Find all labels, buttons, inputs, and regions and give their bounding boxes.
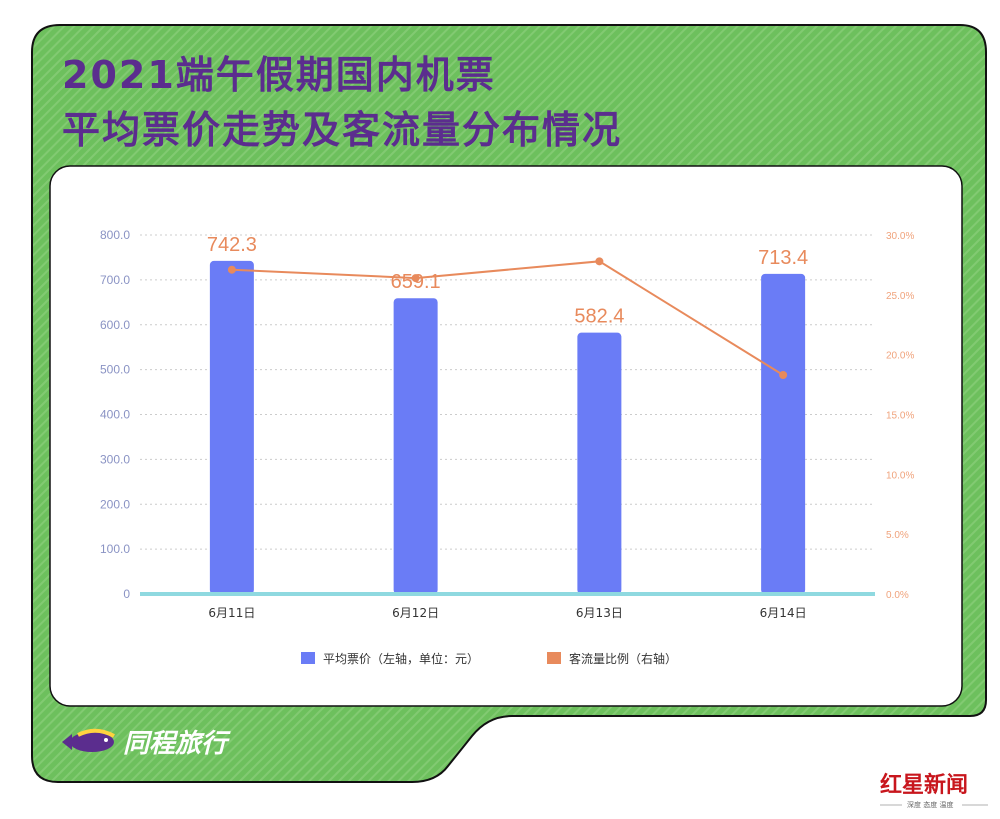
- chart-title-line2: 平均票价走势及客流量分布情况: [62, 108, 622, 152]
- legend: 平均票价（左轴，单位：元） 客流量比例（右轴）: [301, 651, 677, 666]
- left-axis-tick-label: 600.0: [100, 318, 130, 332]
- x-axis-tick-label: 6月14日: [760, 606, 807, 620]
- line-point: [595, 257, 604, 266]
- line-point: [411, 274, 420, 283]
- x-axis-tick-label: 6月12日: [392, 606, 439, 620]
- left-axis-tick-label: 0: [123, 587, 130, 601]
- bar: [393, 298, 438, 594]
- bar: [209, 260, 254, 594]
- left-axis-tick-label: 500.0: [100, 363, 130, 377]
- left-axis-tick-label: 700.0: [100, 273, 130, 287]
- right-axis-tick-label: 15.0%: [886, 411, 914, 422]
- left-axis-tick-label: 200.0: [100, 497, 130, 511]
- legend-swatch-line: [547, 652, 561, 664]
- fish-logo-icon: [62, 728, 115, 752]
- source-tagline: 深度 态度 温度: [907, 800, 953, 809]
- left-axis-tick-label: 100.0: [100, 542, 130, 556]
- line-point: [227, 265, 236, 274]
- line-series: [231, 260, 784, 376]
- legend-label-line: 客流量比例（右轴）: [569, 651, 677, 666]
- left-axis-tick-label: 300.0: [100, 452, 130, 466]
- legend-swatch-bar: [301, 652, 315, 664]
- brand-logo: 同程旅行: [62, 728, 231, 759]
- legend-label-bar: 平均票价（左轴，单位：元）: [323, 651, 479, 666]
- bar-value-label: 713.4: [758, 247, 808, 269]
- line-point: [779, 371, 788, 380]
- bar-value-label: 659.1: [391, 271, 441, 293]
- right-axis-tick-label: 0.0%: [886, 590, 909, 601]
- bar: [761, 273, 806, 594]
- right-axis-tick-label: 30.0%: [886, 231, 914, 242]
- x-axis-tick-label: 6月11日: [208, 606, 255, 620]
- bar-value-label: 582.4: [574, 306, 624, 328]
- chart-title-line1: 2021端午假期国内机票: [62, 53, 496, 97]
- right-axis-tick-label: 25.0%: [886, 291, 914, 302]
- x-axis-tick-label: 6月13日: [576, 606, 623, 620]
- right-axis-tick-label: 20.0%: [886, 351, 914, 362]
- right-axis-tick-label: 5.0%: [886, 530, 909, 541]
- bar: [577, 332, 622, 594]
- source-name: 红星新闻: [880, 772, 968, 798]
- right-axis-tick-label: 10.0%: [886, 470, 914, 481]
- chart-panel: [49, 165, 963, 707]
- bar-value-label: 742.3: [207, 234, 257, 256]
- plot-area: 0 100.0 200.0 300.0 400.0 500.0 600.0 700.0 800.…: [100, 228, 914, 620]
- left-axis-tick-label: 400.0: [100, 408, 130, 422]
- left-axis-tick-label: 800.0: [100, 228, 130, 242]
- source-logo: 红星新闻 深度 态度 温度: [880, 772, 988, 809]
- brand-name: 同程旅行: [123, 729, 231, 759]
